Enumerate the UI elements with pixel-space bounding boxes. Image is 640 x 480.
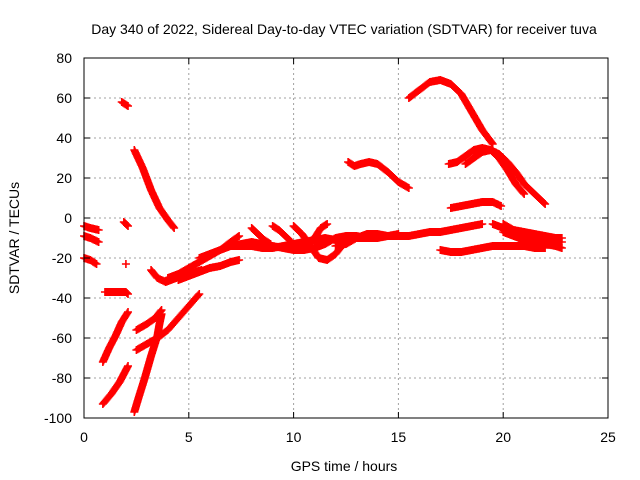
axis-ticks: 0 5 10 15 20 25 -100 -80 -60 -40 -20 0 20 40 60 80 <box>44 50 616 445</box>
series-markers <box>344 158 413 192</box>
series-markers <box>132 290 204 354</box>
y-tick-label: -80 <box>52 370 72 386</box>
series-s25 <box>344 158 413 192</box>
x-tick-label: 0 <box>80 429 88 445</box>
series-markers <box>268 222 296 246</box>
series-s24 <box>342 230 403 244</box>
series-markers <box>461 146 550 208</box>
series-markers <box>100 288 133 298</box>
series-s04 <box>117 98 133 110</box>
x-axis-label: GPS time / hours <box>291 458 398 474</box>
y-tick-label: -60 <box>52 330 72 346</box>
y-axis-label: SDTVAR / TECUs <box>6 182 22 294</box>
y-tick-label: 40 <box>56 130 72 146</box>
series-markers <box>132 306 166 334</box>
series-s19 <box>247 224 275 248</box>
series-s30 <box>436 242 550 256</box>
series-s07 <box>100 288 133 298</box>
series-s26 <box>404 76 497 148</box>
series-markers <box>499 220 566 246</box>
series-s13 <box>132 290 204 354</box>
chart-title: Day 340 of 2022, Sidereal Day-to-day VTE… <box>91 21 597 37</box>
y-tick-label: -100 <box>44 410 72 426</box>
x-tick-label: 20 <box>495 429 511 445</box>
series-s05 <box>119 218 133 230</box>
x-tick-label: 25 <box>600 429 616 445</box>
series-s20 <box>268 222 296 246</box>
series-s09 <box>98 362 133 408</box>
series-markers <box>130 146 179 232</box>
series-markers <box>117 98 133 110</box>
series-s08 <box>98 308 133 366</box>
y-tick-label: 60 <box>56 90 72 106</box>
series-markers <box>446 198 506 212</box>
y-tick-label: -40 <box>52 290 72 306</box>
series-markers <box>98 362 133 408</box>
plot-frame <box>83 57 609 419</box>
series-markers <box>404 76 497 148</box>
y-tick-label: -20 <box>52 250 72 266</box>
series-s22 <box>289 220 332 252</box>
y-tick-label: 20 <box>56 170 72 186</box>
x-tick-label: 5 <box>185 429 193 445</box>
series-markers <box>289 220 332 252</box>
series-s16 <box>174 256 244 284</box>
series-markers <box>436 242 550 256</box>
series-markers <box>247 224 275 248</box>
series-s12 <box>132 306 166 334</box>
y-tick-label: 0 <box>64 210 72 226</box>
x-tick-label: 10 <box>286 429 302 445</box>
series-s28 <box>461 146 550 208</box>
series-markers <box>174 256 244 284</box>
series-markers <box>342 230 403 244</box>
y-tick-label: 80 <box>56 50 72 66</box>
series-markers <box>98 308 133 366</box>
series-s06 <box>121 260 130 268</box>
series-s10 <box>130 146 179 232</box>
x-tick-label: 15 <box>391 429 407 445</box>
series-markers <box>119 218 133 230</box>
series-markers <box>121 260 130 268</box>
series-s33 <box>499 220 566 246</box>
series-s29 <box>446 198 506 212</box>
